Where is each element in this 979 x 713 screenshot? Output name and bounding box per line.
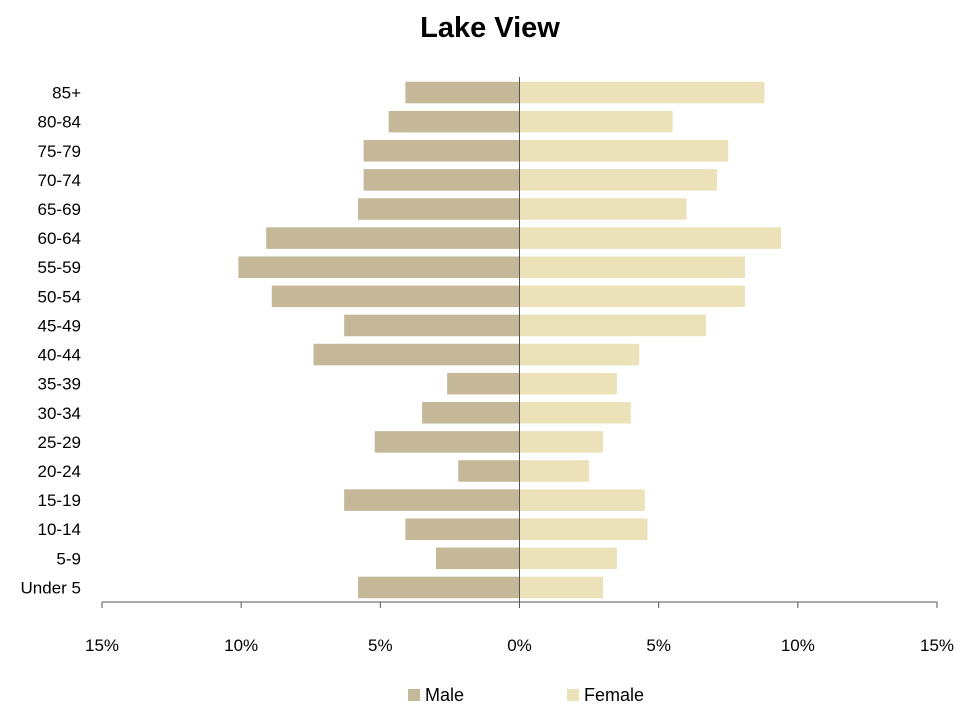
x-tick-label: 5% (646, 636, 671, 655)
y-axis-labels: 85+ 80-84 75-79 70-74 65-69 60-64 55-59 50-54 45… (21, 84, 82, 598)
bar-male-3 (363, 169, 520, 191)
y-tick-label: 5-9 (56, 549, 81, 568)
x-axis: 15% 10% 5% 0% 5% 10% 15% (85, 601, 954, 655)
bar-male-12 (374, 431, 520, 453)
bar-male-8 (344, 314, 520, 337)
bar-male-7 (271, 285, 520, 308)
bar-female-3 (519, 169, 718, 191)
bar-male-15 (405, 518, 520, 540)
y-tick-label: 35-39 (38, 375, 81, 394)
x-tick-label: 10% (224, 636, 258, 655)
bar-male-10 (447, 372, 520, 395)
bar-female-15 (519, 518, 648, 540)
bar-female-17 (519, 576, 603, 599)
bar-female-12 (519, 431, 603, 453)
legend-label-female: Female (584, 685, 644, 705)
chart-title: Lake View (420, 12, 560, 44)
y-tick-label: 85+ (52, 84, 81, 103)
bar-female-7 (519, 285, 745, 308)
y-tick-label: 20-24 (38, 462, 81, 481)
bars-group (238, 81, 782, 599)
bar-female-1 (519, 110, 673, 133)
bar-female-9 (519, 343, 640, 366)
x-tick-label: 0% (507, 636, 532, 655)
x-tick-label: 15% (85, 636, 119, 655)
y-tick-label: 10-14 (38, 520, 81, 539)
y-tick-label: 55-59 (38, 258, 81, 277)
legend-swatch-male (408, 689, 420, 701)
x-tick-label: 10% (781, 636, 815, 655)
bar-female-11 (519, 402, 631, 424)
y-tick-label: 40-44 (38, 346, 81, 365)
bar-female-5 (519, 227, 782, 249)
bar-female-16 (519, 547, 617, 570)
legend-label-male: Male (425, 685, 464, 705)
bar-male-14 (344, 489, 520, 511)
bar-female-14 (519, 489, 645, 511)
bar-male-17 (358, 576, 520, 599)
bar-male-11 (422, 402, 520, 424)
y-tick-label: 70-74 (38, 171, 81, 190)
y-tick-label: 15-19 (38, 491, 81, 510)
y-tick-label: 30-34 (38, 404, 81, 423)
legend-swatch-female (567, 689, 579, 701)
y-tick-label: 80-84 (38, 113, 81, 132)
bar-female-0 (519, 81, 765, 104)
y-tick-label: 50-54 (38, 287, 81, 306)
bar-female-6 (519, 256, 745, 278)
bar-female-4 (519, 198, 687, 220)
bar-female-2 (519, 140, 729, 162)
y-tick-label: 65-69 (38, 200, 81, 219)
bar-male-0 (405, 81, 520, 104)
bar-female-8 (519, 314, 706, 337)
y-tick-label: 25-29 (38, 433, 81, 452)
bar-male-13 (458, 460, 520, 482)
bar-male-9 (313, 343, 520, 366)
bar-male-4 (358, 198, 520, 220)
bar-male-16 (436, 547, 520, 570)
bar-female-13 (519, 460, 590, 482)
bar-female-10 (519, 372, 617, 395)
y-tick-label: 60-64 (38, 229, 81, 248)
x-tick-label: 5% (368, 636, 393, 655)
legend: Male Female (408, 685, 644, 705)
y-tick-label: Under 5 (21, 578, 81, 597)
bar-male-5 (266, 227, 520, 249)
y-tick-label: 75-79 (38, 142, 81, 161)
y-tick-label: 45-49 (38, 316, 81, 335)
x-tick-label: 15% (920, 636, 954, 655)
bar-male-2 (363, 140, 520, 162)
bar-male-1 (388, 110, 520, 133)
bar-male-6 (238, 256, 520, 278)
